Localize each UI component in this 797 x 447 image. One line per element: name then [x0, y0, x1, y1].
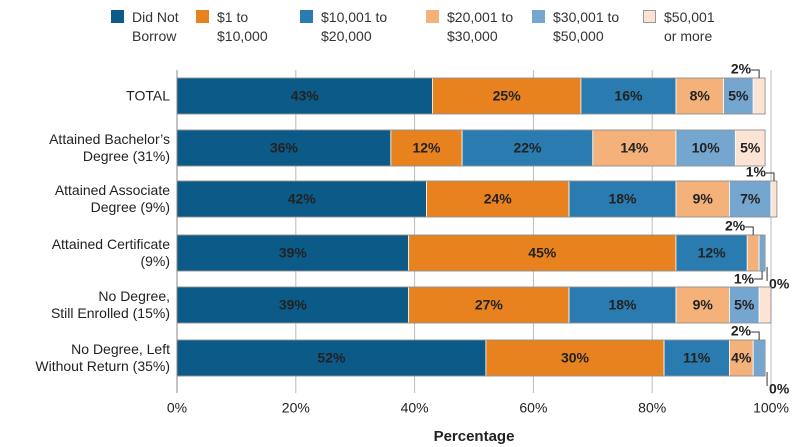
bar-segment	[746, 234, 760, 272]
x-tick-label: 80%	[638, 400, 666, 416]
bar-segment	[432, 77, 582, 115]
legend-swatch	[196, 10, 209, 23]
data-label: 1%	[734, 271, 755, 287]
legend-item: $10,001 to $20,000	[300, 8, 387, 46]
data-label: 16%	[614, 88, 643, 104]
legend-label: Did Not Borrow	[132, 9, 179, 44]
data-label: 24%	[484, 191, 513, 207]
bar-segment	[592, 129, 677, 167]
data-label: 42%	[288, 191, 317, 207]
data-label: 9%	[693, 191, 714, 207]
x-tick-label: 0%	[167, 400, 187, 416]
data-label: 9%	[693, 297, 714, 313]
data-label: 18%	[608, 191, 637, 207]
callout	[745, 226, 754, 235]
legend-swatch	[300, 10, 313, 23]
x-tick-label: 20%	[282, 400, 310, 416]
bar-segment	[461, 129, 594, 167]
data-label: 12%	[698, 245, 727, 261]
callout	[765, 172, 775, 181]
data-label: 52%	[317, 350, 346, 366]
data-label: 14%	[620, 140, 649, 156]
callout	[751, 331, 760, 340]
data-label: 5%	[740, 140, 761, 156]
bar-segment	[752, 77, 766, 115]
legend-item: Did Not Borrow	[111, 8, 179, 46]
bar-segment	[752, 339, 766, 377]
data-label: 25%	[493, 88, 522, 104]
legend-swatch	[643, 10, 656, 23]
bar-segment	[675, 129, 736, 167]
y-tick-label: Attained Bachelor’s Degree (31%)	[49, 131, 170, 164]
legend-item: $20,001 to $30,000	[426, 8, 513, 46]
data-label: 30%	[561, 350, 590, 366]
legend-label: $20,001 to $30,000	[447, 9, 514, 44]
data-label: 5%	[728, 88, 749, 104]
data-label: 39%	[279, 245, 308, 261]
y-tick-label: Attained Certificate (9%)	[51, 236, 170, 269]
legend-item: $50,001 or more	[643, 8, 715, 46]
legend-label: $1 to $10,000	[217, 9, 268, 44]
x-tick-label: 100%	[753, 400, 789, 416]
bar-segment	[580, 77, 677, 115]
callout	[751, 69, 760, 78]
data-label: 11%	[683, 350, 711, 366]
bar-segment	[176, 286, 410, 324]
y-tick-label: No Degree, Still Enrolled (15%)	[50, 288, 170, 321]
bar-segment	[485, 339, 665, 377]
data-label: 2%	[731, 323, 752, 339]
x-tick-label: 40%	[401, 400, 429, 416]
legend-label: $50,001 or more	[664, 9, 715, 44]
data-label: 5%	[734, 297, 755, 313]
bar-segment	[758, 234, 766, 272]
bar-segment	[729, 180, 772, 218]
x-axis-label: Percentage	[434, 428, 515, 445]
bar-segment	[176, 129, 392, 167]
y-tick-label: No Degree, Left Without Return (35%)	[35, 341, 170, 374]
data-label: 10%	[692, 140, 721, 156]
data-label: 7%	[740, 191, 761, 207]
legend-label: $30,001 to $50,000	[553, 9, 620, 44]
data-label: 45%	[528, 245, 557, 261]
data-label: 8%	[690, 88, 711, 104]
bar-segment	[758, 286, 772, 324]
data-label: 39%	[279, 297, 308, 313]
data-label: 1%	[746, 164, 767, 180]
data-label: 36%	[270, 140, 299, 156]
x-tick-label: 60%	[519, 400, 547, 416]
legend-swatch	[111, 10, 124, 23]
data-label: 12%	[412, 140, 441, 156]
legend-item: $1 to $10,000	[196, 8, 268, 46]
bar-segment	[568, 286, 677, 324]
legend-swatch	[532, 10, 545, 23]
data-label: 0%	[769, 381, 790, 397]
callout	[754, 271, 763, 280]
data-label: 0%	[769, 276, 790, 292]
y-tick-label: TOTAL	[126, 87, 170, 104]
data-label: 4%	[731, 350, 752, 366]
bar-segment	[770, 180, 778, 218]
data-label: 43%	[291, 88, 320, 104]
data-label: 2%	[725, 218, 746, 234]
data-label: 27%	[475, 297, 504, 313]
data-label: 18%	[608, 297, 637, 313]
data-label: 2%	[731, 61, 752, 77]
bar-segment	[675, 77, 724, 115]
legend-label: $10,001 to $20,000	[321, 9, 388, 44]
legend-item: $30,001 to $50,000	[532, 8, 619, 46]
y-tick-label: Attained Associate Degree (9%)	[54, 182, 170, 215]
bar-segment	[675, 234, 748, 272]
data-label: 22%	[513, 140, 542, 156]
legend-swatch	[426, 10, 439, 23]
